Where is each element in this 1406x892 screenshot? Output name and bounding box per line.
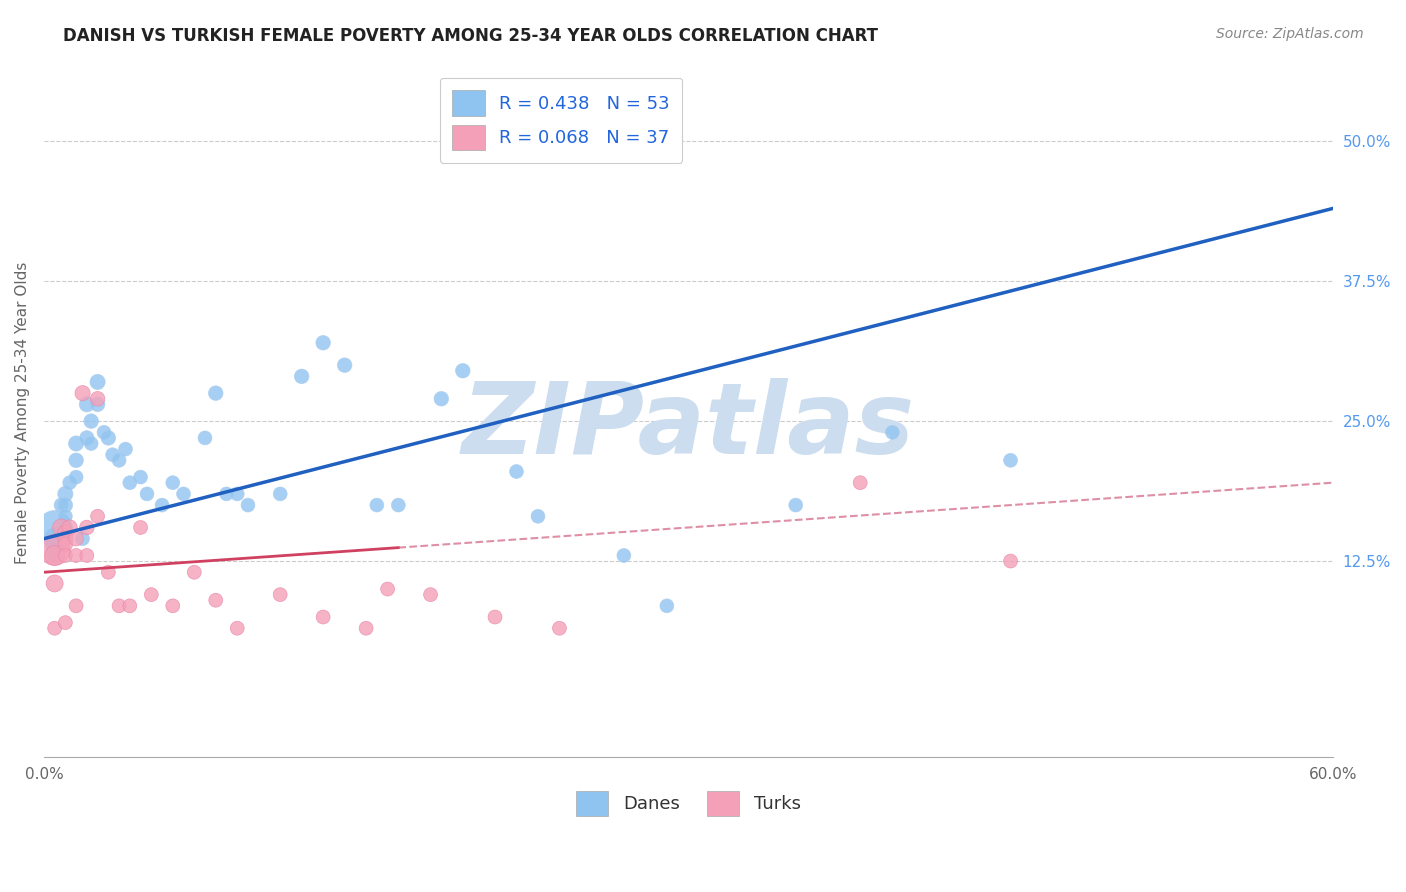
- Point: [53, 520, 76, 534]
- Point: [65, 549, 87, 563]
- Point: [53, 509, 76, 524]
- Point: [59, 475, 82, 490]
- Point: [44, 549, 66, 563]
- Point: [44, 542, 66, 557]
- Point: [44, 520, 66, 534]
- Point: [65, 532, 87, 546]
- Point: [44, 549, 66, 563]
- Point: [194, 431, 217, 445]
- Point: [129, 470, 152, 484]
- Point: [136, 487, 159, 501]
- Point: [613, 549, 636, 563]
- Point: [451, 364, 474, 378]
- Point: [86, 397, 108, 411]
- Point: [291, 369, 314, 384]
- Point: [44, 542, 66, 557]
- Point: [72, 386, 94, 401]
- Point: [141, 588, 163, 602]
- Point: [150, 498, 173, 512]
- Point: [53, 498, 76, 512]
- Point: [226, 621, 249, 635]
- Point: [97, 566, 120, 580]
- Point: [118, 475, 141, 490]
- Point: [204, 386, 226, 401]
- Point: [108, 453, 131, 467]
- Point: [53, 532, 76, 546]
- Point: [366, 498, 388, 512]
- Point: [49, 498, 72, 512]
- Point: [236, 498, 259, 512]
- Point: [312, 335, 335, 350]
- Point: [527, 509, 550, 524]
- Point: [430, 392, 453, 406]
- Point: [86, 509, 108, 524]
- Point: [849, 475, 872, 490]
- Point: [215, 487, 238, 501]
- Point: [655, 599, 678, 613]
- Point: [53, 537, 76, 551]
- Point: [93, 425, 115, 440]
- Point: [65, 470, 87, 484]
- Point: [377, 582, 399, 596]
- Point: [1000, 554, 1022, 568]
- Point: [548, 621, 571, 635]
- Point: [53, 615, 76, 630]
- Point: [44, 576, 66, 591]
- Point: [173, 487, 195, 501]
- Point: [49, 520, 72, 534]
- Point: [114, 442, 136, 456]
- Point: [76, 549, 98, 563]
- Point: [419, 588, 441, 602]
- Point: [312, 610, 335, 624]
- Legend: Danes, Turks: Danes, Turks: [568, 784, 808, 823]
- Point: [86, 392, 108, 406]
- Point: [53, 526, 76, 541]
- Point: [183, 566, 205, 580]
- Point: [65, 599, 87, 613]
- Point: [76, 431, 98, 445]
- Text: Source: ZipAtlas.com: Source: ZipAtlas.com: [1216, 27, 1364, 41]
- Point: [44, 532, 66, 546]
- Point: [86, 375, 108, 389]
- Point: [129, 520, 152, 534]
- Point: [269, 588, 291, 602]
- Point: [333, 358, 356, 372]
- Point: [53, 526, 76, 541]
- Point: [80, 414, 103, 428]
- Point: [108, 599, 131, 613]
- Point: [204, 593, 226, 607]
- Point: [505, 465, 527, 479]
- Point: [354, 621, 377, 635]
- Point: [101, 448, 124, 462]
- Text: ZIPatlas: ZIPatlas: [461, 378, 915, 475]
- Point: [484, 610, 506, 624]
- Point: [80, 436, 103, 450]
- Point: [59, 520, 82, 534]
- Point: [118, 599, 141, 613]
- Y-axis label: Female Poverty Among 25-34 Year Olds: Female Poverty Among 25-34 Year Olds: [15, 261, 30, 564]
- Point: [785, 498, 807, 512]
- Point: [162, 475, 184, 490]
- Point: [72, 532, 94, 546]
- Point: [882, 425, 904, 440]
- Point: [76, 397, 98, 411]
- Point: [387, 498, 409, 512]
- Point: [53, 487, 76, 501]
- Point: [1000, 453, 1022, 467]
- Point: [97, 431, 120, 445]
- Point: [226, 487, 249, 501]
- Point: [65, 436, 87, 450]
- Point: [44, 621, 66, 635]
- Point: [269, 487, 291, 501]
- Point: [76, 520, 98, 534]
- Point: [162, 599, 184, 613]
- Point: [65, 453, 87, 467]
- Point: [53, 549, 76, 563]
- Text: DANISH VS TURKISH FEMALE POVERTY AMONG 25-34 YEAR OLDS CORRELATION CHART: DANISH VS TURKISH FEMALE POVERTY AMONG 2…: [63, 27, 879, 45]
- Point: [44, 537, 66, 551]
